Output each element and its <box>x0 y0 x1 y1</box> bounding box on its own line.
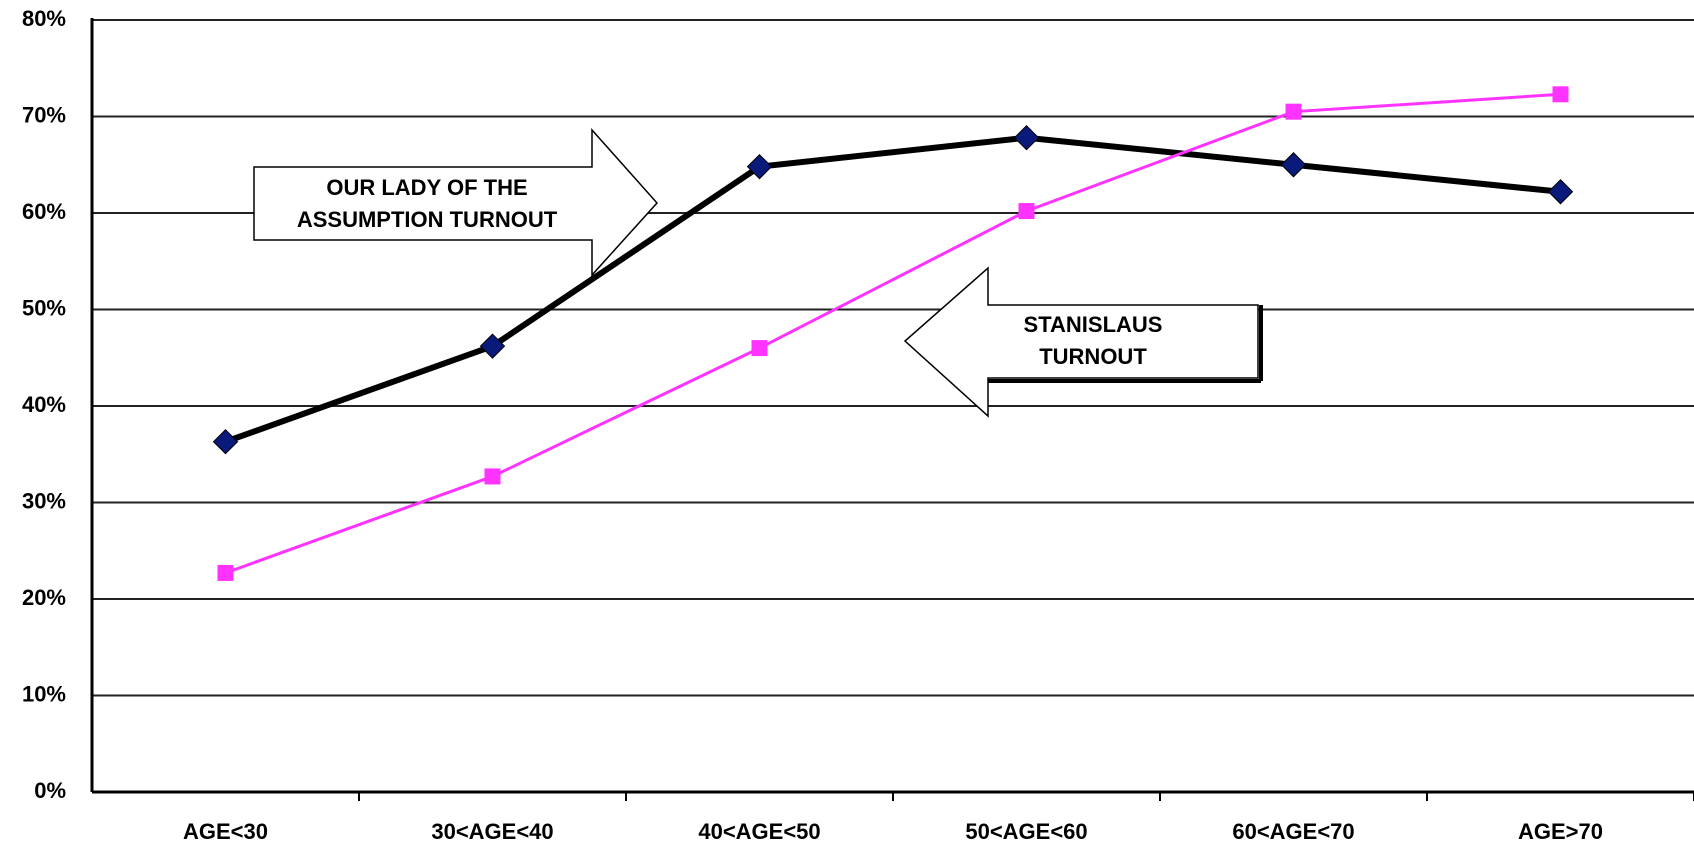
marker <box>1280 152 1307 178</box>
marker <box>212 428 239 455</box>
series-label: OUR LADY OF THE ASSUMPTION TURNOUT <box>296 175 558 232</box>
marker <box>479 333 506 359</box>
x-tick-label: 60<AGE<70 <box>1232 819 1354 844</box>
series-line <box>224 134 1561 445</box>
marker <box>1285 103 1302 120</box>
callout-arrow <box>253 128 659 277</box>
y-tick-label: 60% <box>22 199 66 224</box>
y-tick-label: 80% <box>22 6 66 31</box>
x-tick-label: AGE>70 <box>1518 819 1603 844</box>
y-tick-label: 70% <box>22 102 66 127</box>
x-tick-label: AGE<30 <box>183 819 268 844</box>
y-tick-label: 40% <box>22 392 66 417</box>
marker <box>217 564 234 581</box>
y-tick-label: 20% <box>22 585 66 610</box>
marker <box>1018 203 1035 220</box>
marker <box>1013 125 1040 151</box>
marker <box>751 340 768 357</box>
x-tick-label: 40<AGE<50 <box>698 819 820 844</box>
y-tick-label: 0% <box>34 778 66 803</box>
series-line <box>224 92 1561 575</box>
marker <box>484 468 501 485</box>
series-label: STANISLAUS TURNOUT <box>1023 312 1163 369</box>
callout-arrow <box>903 266 1259 418</box>
x-tick-label: 30<AGE<40 <box>431 819 553 844</box>
x-tick-label: 50<AGE<60 <box>965 819 1087 844</box>
y-tick-label: 50% <box>22 295 66 320</box>
marker <box>746 153 773 180</box>
marker <box>1547 179 1574 205</box>
y-tick-label: 30% <box>22 488 66 513</box>
y-tick-label: 10% <box>22 681 66 706</box>
marker <box>1552 86 1569 103</box>
